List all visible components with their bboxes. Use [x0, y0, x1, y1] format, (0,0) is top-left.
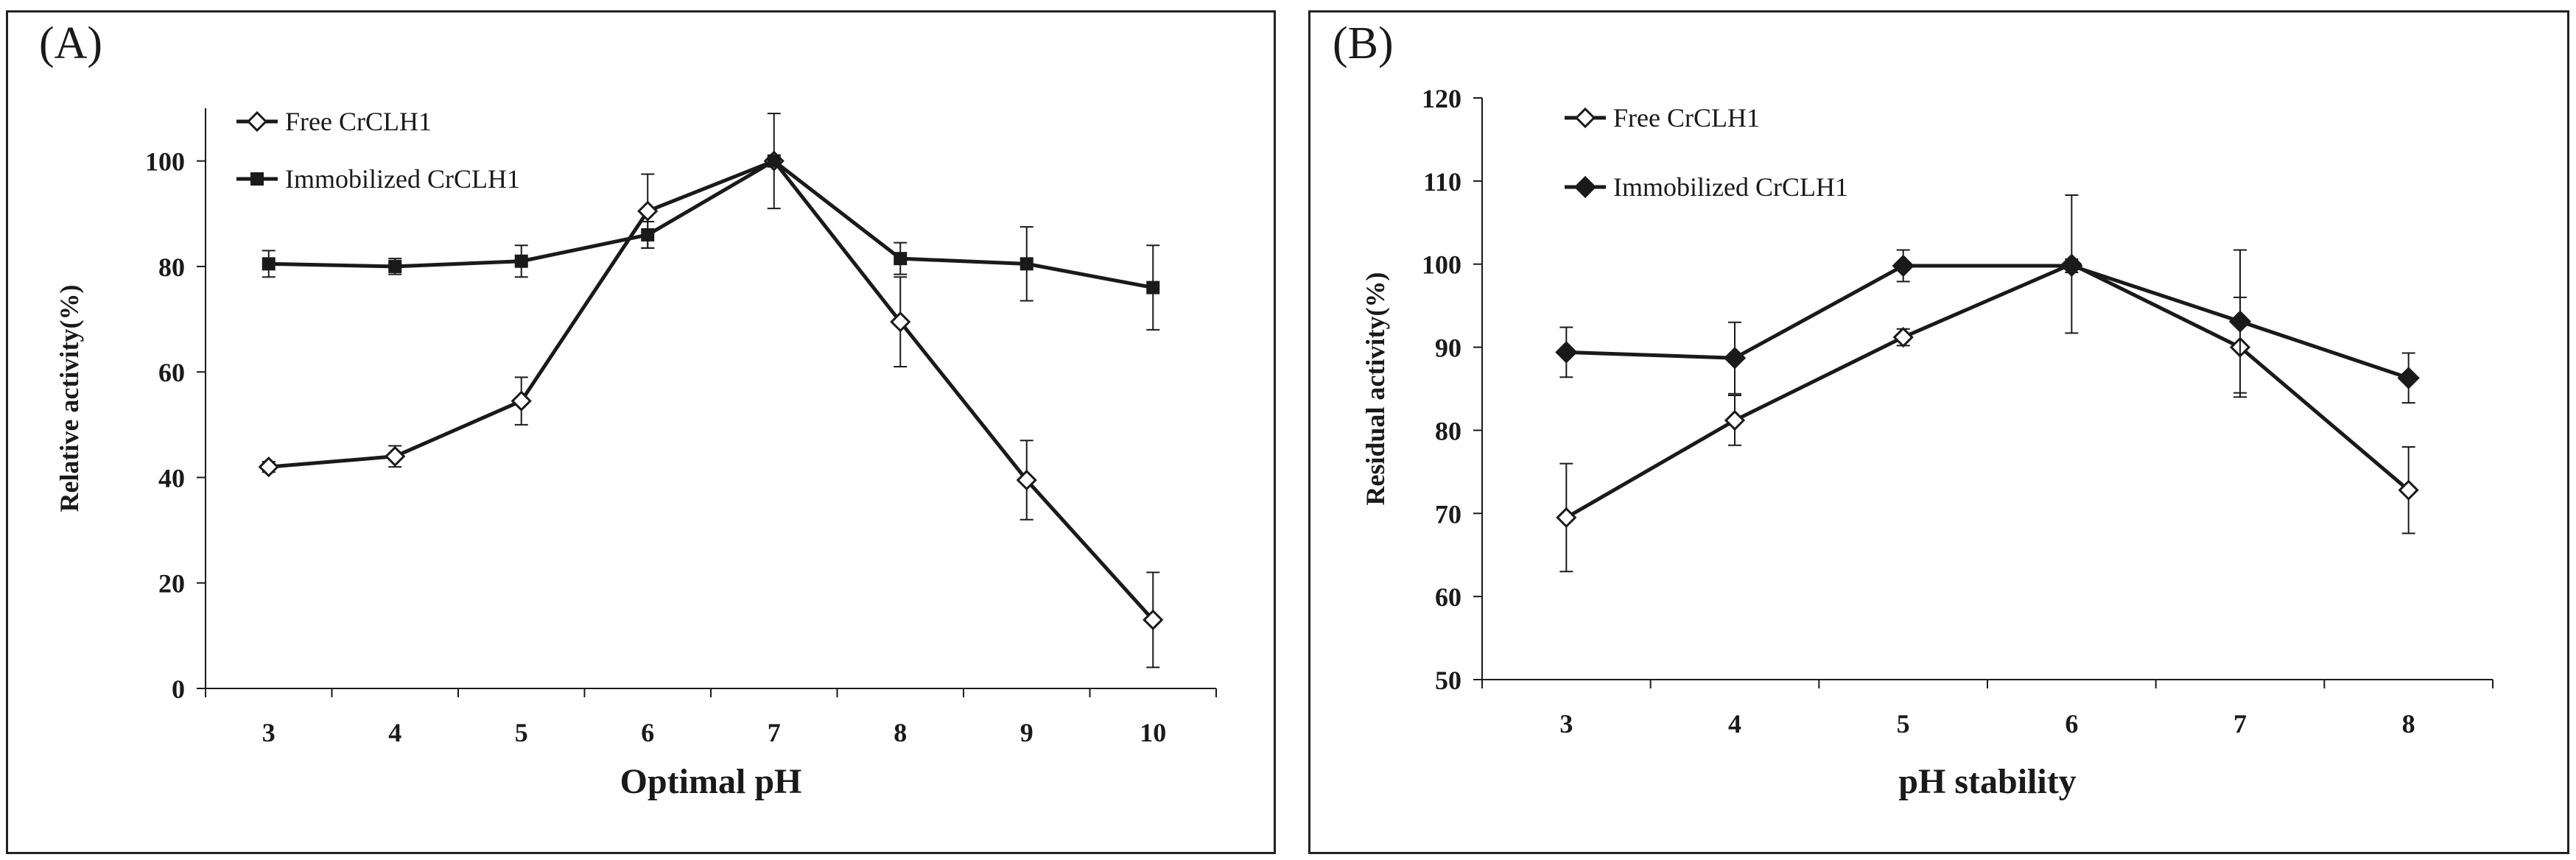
panel-b: (B) 50 60 70 80 90 100 110 120 3 4 5 6 7 8 pH stability… — [1308, 10, 2569, 854]
x-tick-label: 4 — [388, 718, 401, 747]
data-point — [514, 254, 528, 268]
panel-label: (A) — [39, 18, 102, 68]
data-point — [2398, 479, 2419, 501]
y-tick-label: 120 — [1422, 84, 1461, 113]
legend-label: Free CrCLH1 — [285, 107, 432, 136]
data-point — [1019, 257, 1033, 271]
x-axis-title: Optimal pH — [620, 762, 802, 801]
chart-b: (B) 50 60 70 80 90 100 110 120 3 4 5 6 7 8 pH stability… — [1333, 18, 2493, 801]
series-2 — [262, 154, 1160, 331]
data-point — [890, 311, 911, 333]
y-tick-label: 80 — [158, 253, 185, 282]
data-point — [388, 259, 402, 273]
y-tick-label: 50 — [1435, 666, 1461, 695]
legend-marker — [1573, 175, 1597, 199]
chart-a: (A) 0 20 40 60 80 100 3 4 5 6 7 8 9 10 Optimal pH Relati… — [39, 18, 1217, 801]
x-tick-label: 10 — [1140, 718, 1166, 747]
y-axis-title: Residual activity(%) — [1361, 272, 1390, 506]
x-tick-label: 8 — [894, 718, 907, 747]
data-point — [1555, 341, 1578, 364]
legend-label: Free CrCLH1 — [1613, 103, 1760, 133]
series-line — [1566, 264, 2410, 380]
data-point — [1892, 254, 1915, 278]
x-tick-label: 7 — [2233, 709, 2247, 739]
data-point — [1146, 281, 1160, 295]
x-tick-label: 5 — [515, 718, 528, 747]
y-tick-label: 0 — [172, 674, 185, 704]
data-point — [637, 200, 659, 222]
y-tick-label: 80 — [1435, 416, 1461, 445]
x-tick-label: 9 — [1020, 718, 1033, 747]
data-point — [1143, 609, 1164, 630]
y-tick-label: 70 — [1435, 499, 1461, 529]
data-point — [385, 445, 406, 467]
data-point — [1892, 326, 1914, 348]
series-1 — [258, 113, 1164, 669]
series-1 — [1556, 194, 2419, 573]
legend-label: Immobilized CrCLH1 — [1613, 172, 1848, 202]
y-tick-label: 100 — [145, 147, 185, 177]
series-line — [268, 159, 1154, 290]
y-tick-label: 40 — [158, 463, 185, 493]
legend-marker — [246, 110, 268, 133]
legend: Free CrCLH1 Immobilized CrCLH1 — [236, 107, 520, 194]
y-tick-label: 60 — [1435, 582, 1461, 612]
x-tick-label: 8 — [2402, 709, 2415, 739]
x-tick-label: 4 — [1728, 709, 1741, 739]
data-point — [1016, 469, 1037, 491]
y-tick-label: 100 — [1422, 250, 1461, 280]
data-point — [2228, 310, 2252, 333]
legend-marker — [1574, 107, 1596, 129]
legend: Free CrCLH1 Immobilized CrCLH1 — [1565, 103, 1848, 202]
data-point — [510, 390, 532, 412]
series-line — [1565, 262, 2410, 520]
data-point — [1724, 409, 1746, 431]
y-axis-title: Relative activity(%) — [55, 285, 84, 512]
x-tick-label: 3 — [1559, 709, 1573, 739]
y-tick-label: 110 — [1423, 167, 1461, 197]
data-point — [2397, 367, 2420, 390]
legend-label: Immobilized CrCLH1 — [285, 164, 520, 194]
data-point — [1723, 347, 1747, 370]
axes: 50 60 70 80 90 100 110 120 3 4 5 6 7 8 — [1422, 84, 2493, 739]
x-tick-label: 5 — [1897, 709, 1910, 739]
panel-a: (A) 0 20 40 60 80 100 3 4 5 6 7 8 9 10 Optimal pH Relati… — [6, 10, 1276, 854]
data-point — [262, 257, 276, 271]
x-tick-label: 6 — [641, 718, 654, 747]
legend-marker — [250, 172, 264, 186]
series-2 — [1555, 249, 2420, 404]
series-line — [268, 159, 1155, 621]
data-point — [258, 457, 279, 478]
data-point — [1556, 507, 1577, 529]
x-tick-label: 6 — [2065, 709, 2078, 739]
data-point — [641, 228, 655, 242]
y-tick-label: 90 — [1435, 334, 1461, 363]
y-tick-label: 60 — [158, 358, 185, 387]
data-point — [767, 154, 781, 168]
data-point — [894, 252, 908, 266]
x-tick-label: 7 — [768, 718, 781, 747]
data-point — [2060, 254, 2083, 278]
panel-label: (B) — [1333, 18, 1394, 68]
axes: 0 20 40 60 80 100 3 4 5 6 7 8 9 10 — [145, 108, 1217, 747]
x-tick-label: 3 — [262, 718, 276, 747]
y-tick-label: 20 — [158, 569, 185, 599]
x-axis-title: pH stability — [1898, 762, 2076, 801]
